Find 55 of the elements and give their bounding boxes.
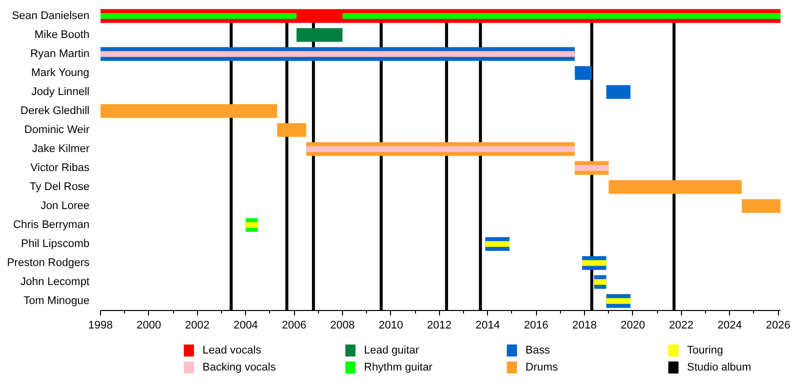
x-tick-label: 2024 xyxy=(717,320,742,332)
bar xyxy=(594,279,606,285)
x-tick-label: 2010 xyxy=(378,320,404,332)
x-tick-label: 1998 xyxy=(88,320,113,332)
y-tick-label: Phil Lipscomb xyxy=(21,238,90,250)
x-tick-label: 2004 xyxy=(233,320,258,332)
bar xyxy=(277,123,306,137)
x-tick-label: 2026 xyxy=(766,320,790,332)
bar xyxy=(485,241,510,247)
bar xyxy=(606,85,630,99)
bar xyxy=(574,66,592,80)
bar xyxy=(296,28,342,42)
legend-label: Lead vocals xyxy=(202,344,262,356)
bar xyxy=(574,165,609,171)
legend-label: Bass xyxy=(526,344,550,356)
x-tick-label: 2018 xyxy=(572,320,597,332)
legend-label: Studio album xyxy=(687,362,752,374)
y-tick-label: Ryan Martin xyxy=(30,48,90,60)
x-tick-label: 2012 xyxy=(427,320,452,332)
y-tick-label: Ty Del Rose xyxy=(30,181,90,193)
bar xyxy=(608,180,742,194)
x-tick-label: 2006 xyxy=(282,320,306,332)
y-tick-label: Chris Berryman xyxy=(13,219,90,231)
legend-label: Touring xyxy=(687,344,724,356)
x-tick-label: 2008 xyxy=(330,320,355,332)
y-tick-label: Jody Linnell xyxy=(31,86,90,98)
bar xyxy=(582,260,606,266)
y-tick-label: Tom Minogue xyxy=(23,295,90,307)
x-tick-label: 2020 xyxy=(620,320,646,332)
y-tick-label: Mike Booth xyxy=(34,29,90,41)
x-tick-label: 2016 xyxy=(524,320,548,332)
y-tick-label: Sean Danielsen xyxy=(12,10,90,22)
y-tick-label: Mark Young xyxy=(31,67,90,79)
bar xyxy=(100,51,575,57)
x-tick-label: 2000 xyxy=(136,320,162,332)
bar xyxy=(246,222,258,228)
legend-label: Drums xyxy=(526,362,558,374)
y-tick-label: Preston Rodgers xyxy=(6,257,90,269)
legend-label: Backing vocals xyxy=(202,362,276,374)
x-tick-label: 2022 xyxy=(669,320,694,332)
x-tick-label: 2014 xyxy=(475,320,500,332)
bar xyxy=(742,199,780,213)
bar xyxy=(100,104,278,118)
x-tick-label: 2002 xyxy=(185,320,210,332)
y-tick-label: Jon Loree xyxy=(40,200,90,212)
bar xyxy=(606,298,630,304)
legend-label: Lead guitar xyxy=(364,344,420,356)
y-tick-label: Jake Kilmer xyxy=(32,143,90,155)
y-tick-label: John Lecompt xyxy=(20,276,90,288)
legend-label: Rhythm guitar xyxy=(364,362,433,374)
y-tick-label: Derek Gledhill xyxy=(20,105,90,117)
y-tick-label: Victor Ribas xyxy=(30,162,90,174)
bar xyxy=(342,13,780,19)
y-tick-label: Dominic Weir xyxy=(24,124,90,136)
bar xyxy=(306,146,575,152)
